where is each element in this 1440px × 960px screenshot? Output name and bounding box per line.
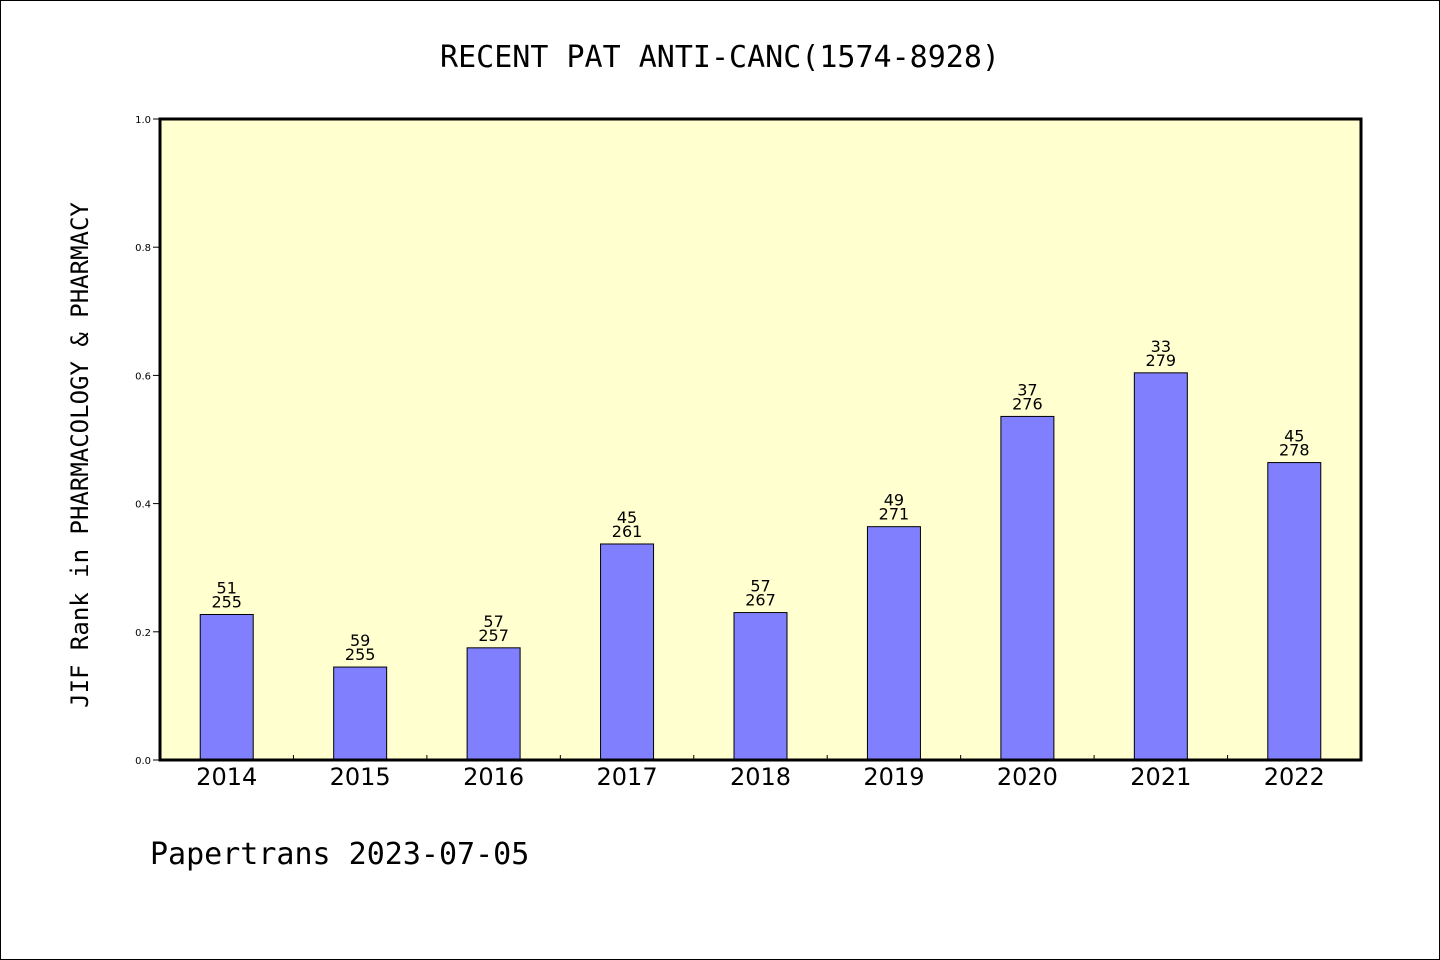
y-tick-label: 0.6: [135, 371, 151, 382]
y-tick-label: 0.2: [135, 628, 151, 639]
bar-2014: [199, 613, 254, 761]
data-label-total: 276: [1012, 394, 1043, 413]
x-tick-label: 2019: [863, 763, 924, 791]
data-label-rank: 37: [1017, 380, 1037, 399]
data-label-total: 261: [612, 522, 643, 541]
bar-2017: [600, 543, 655, 761]
x-tick-label: 2016: [463, 763, 524, 791]
y-tick-label: 0.0: [135, 756, 151, 767]
data-label-rank: 45: [617, 508, 637, 527]
y-tick-label: 0.8: [135, 243, 151, 254]
x-tick-label: 2020: [997, 763, 1058, 791]
bar-2019: [866, 526, 921, 761]
bar-2021: [1133, 372, 1188, 761]
data-label-rank: 57: [750, 577, 770, 596]
data-label-total: 267: [745, 591, 776, 610]
x-tick-label: 2018: [730, 763, 791, 791]
data-label-total: 278: [1279, 441, 1310, 460]
data-label-rank: 33: [1151, 337, 1171, 356]
x-tick-label: 2022: [1264, 763, 1325, 791]
x-tick-label: 2014: [196, 763, 257, 791]
y-tick-label: 1.0: [135, 115, 151, 126]
x-axis-ticks: 2014 2015 2016 2017 2018 2019 2020 2021 2022: [196, 755, 1325, 791]
bar-2020: [1000, 415, 1055, 761]
data-label-rank: 51: [217, 578, 237, 597]
data-label-total: 271: [879, 505, 910, 524]
x-tick-label: 2021: [1130, 763, 1191, 791]
data-label-rank: 45: [1284, 427, 1304, 446]
chart-title: RECENT PAT ANTI-CANC(1574-8928): [440, 40, 1000, 75]
bar-2022: [1267, 462, 1322, 761]
data-label-rank: 57: [483, 612, 503, 631]
data-label-total: 255: [211, 592, 242, 611]
bars: [199, 372, 1322, 761]
bar-2018: [733, 612, 788, 761]
plot-border: [158, 117, 1363, 762]
y-axis-ticks: 0.0 0.2 0.4 0.6 0.8 1.0: [135, 115, 160, 767]
data-label-total: 279: [1146, 351, 1177, 370]
data-label-rank: 59: [350, 631, 370, 650]
data-label-total: 255: [345, 645, 376, 664]
data-label-total: 257: [478, 626, 509, 645]
x-tick-label: 2017: [597, 763, 658, 791]
y-axis-label: JIF Rank in PHARMACOLOGY & PHARMACY: [66, 202, 94, 708]
y-tick-label: 0.4: [135, 500, 151, 511]
footer-credit: Papertrans 2023-07-05: [150, 837, 529, 872]
x-tick-label: 2015: [330, 763, 391, 791]
bar-2015: [333, 666, 388, 761]
data-label-rank: 49: [884, 491, 904, 510]
data-labels: 5125559255572574526157267492713727633279…: [211, 337, 1309, 664]
bar-2016: [466, 647, 521, 761]
